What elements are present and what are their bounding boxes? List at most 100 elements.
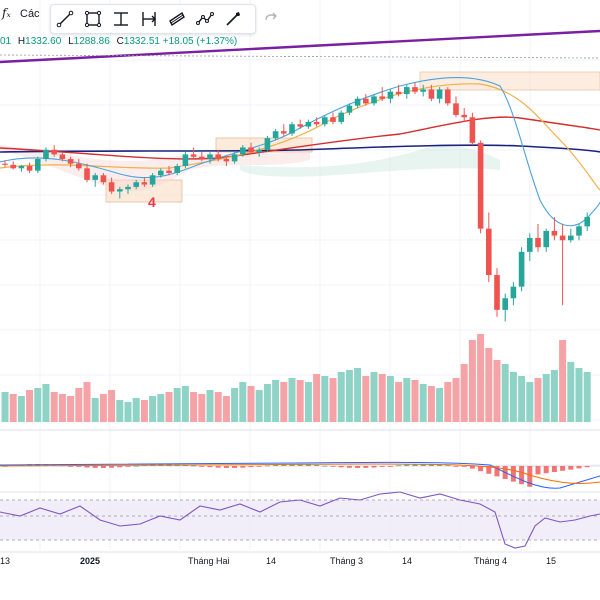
trend-line-icon[interactable] <box>51 6 79 32</box>
rsi-band <box>0 500 600 540</box>
macd-histogram-bar <box>322 465 328 467</box>
parallel-channel-icon[interactable] <box>163 6 191 32</box>
volume-bar <box>288 378 296 422</box>
candle-body <box>26 166 33 171</box>
macd-histogram-bar <box>494 466 500 477</box>
volume-bar <box>403 378 411 422</box>
volume-bar <box>34 388 42 422</box>
candle-body <box>568 235 574 241</box>
candle-body <box>387 91 394 99</box>
candle-body <box>207 154 213 160</box>
volume-bar <box>157 394 165 422</box>
macd-histogram-bar <box>387 466 393 467</box>
macd-histogram-bar <box>379 466 385 467</box>
volume-bar <box>304 382 312 422</box>
volume-bar <box>452 378 460 422</box>
volume-bar <box>67 396 75 422</box>
candle-body <box>240 147 246 155</box>
x-axis-label: Tháng 3 <box>330 556 364 566</box>
fib-retracement-icon[interactable] <box>107 6 135 32</box>
macd-histogram-bar <box>191 465 197 467</box>
brush-icon[interactable] <box>219 6 247 32</box>
path-icon[interactable] <box>191 6 219 32</box>
candle-body <box>141 182 148 185</box>
candle-body <box>379 96 385 99</box>
macd-histogram-bar <box>207 466 213 468</box>
macd-histogram-bar <box>371 466 377 468</box>
volume-bar <box>575 368 583 422</box>
volume-bar <box>42 384 50 422</box>
macd-histogram-bar <box>199 466 205 467</box>
macd-histogram-bar <box>560 466 566 471</box>
candle-body <box>510 286 517 299</box>
volume-bar <box>444 382 452 422</box>
macd-histogram-bar <box>117 466 123 468</box>
candle-body <box>133 182 139 187</box>
volume-bar <box>550 370 558 422</box>
macd-line <box>0 461 600 489</box>
macd-histogram-bar <box>355 466 361 468</box>
candle-body <box>322 117 328 125</box>
candle-body <box>84 168 90 180</box>
volume-bar <box>17 396 25 422</box>
volume-bar <box>534 378 542 422</box>
candle-body <box>174 166 180 173</box>
macd-histogram-bar <box>68 466 74 467</box>
volume-bar <box>526 382 534 422</box>
macd-histogram-bar <box>551 466 557 472</box>
candle-body <box>412 87 418 92</box>
candle-body <box>559 235 566 241</box>
candle-body <box>51 149 57 155</box>
rectangle-icon[interactable] <box>79 6 107 32</box>
ma-fast-line <box>0 77 600 227</box>
annotation-number[interactable]: 4 <box>148 194 156 210</box>
candle-body <box>461 114 467 118</box>
macd-histogram-bar <box>420 464 426 466</box>
ohlc-legend: 01 H1332.60 L1288.86 C1332.51 +18.05 (+1… <box>0 36 237 47</box>
redo-icon[interactable] <box>262 8 280 26</box>
candle-body <box>330 117 336 122</box>
macd-histogram-bar <box>109 466 115 468</box>
candle-body <box>182 154 189 166</box>
date-range-icon[interactable] <box>135 6 163 32</box>
volume-bar <box>181 386 189 422</box>
fx-icon[interactable]: fₓ <box>2 6 11 20</box>
macd-histogram-bar <box>240 466 246 468</box>
ohlc-close-label: C <box>116 36 124 47</box>
volume-bar <box>247 386 255 422</box>
candle-body <box>338 112 344 122</box>
indicators-label[interactable]: Các <box>20 8 40 20</box>
volume-bar <box>58 394 66 422</box>
macd-histogram-bar <box>100 466 106 468</box>
volume-bar <box>99 394 107 422</box>
macd-histogram-bar <box>223 466 229 468</box>
candle-body <box>100 175 107 183</box>
volume-bar <box>222 396 230 422</box>
candle-body <box>149 175 156 185</box>
candle-body <box>108 182 115 192</box>
candle-body <box>584 217 590 227</box>
macd-histogram-bar <box>215 466 221 468</box>
candle-body <box>535 237 541 248</box>
volume-bar <box>559 340 567 422</box>
candle-body <box>445 89 451 104</box>
volume-bar <box>231 388 239 422</box>
volume-bar <box>337 372 345 422</box>
candle-body <box>117 189 123 192</box>
macd-histogram-bar <box>305 464 311 466</box>
candle-body <box>453 103 459 115</box>
candle-body <box>502 298 508 310</box>
macd-histogram-bar <box>428 464 434 466</box>
macd-histogram-bar <box>338 466 344 468</box>
ohlc-low-label: L <box>68 36 74 47</box>
candle-body <box>518 251 525 287</box>
candle-body <box>256 149 262 153</box>
macd-signal-line <box>0 463 600 484</box>
volume-bar <box>255 390 263 422</box>
volume-bar <box>567 362 575 422</box>
candle-body <box>420 89 426 92</box>
macd-histogram-bar <box>264 465 270 467</box>
volume-bar <box>263 384 271 422</box>
